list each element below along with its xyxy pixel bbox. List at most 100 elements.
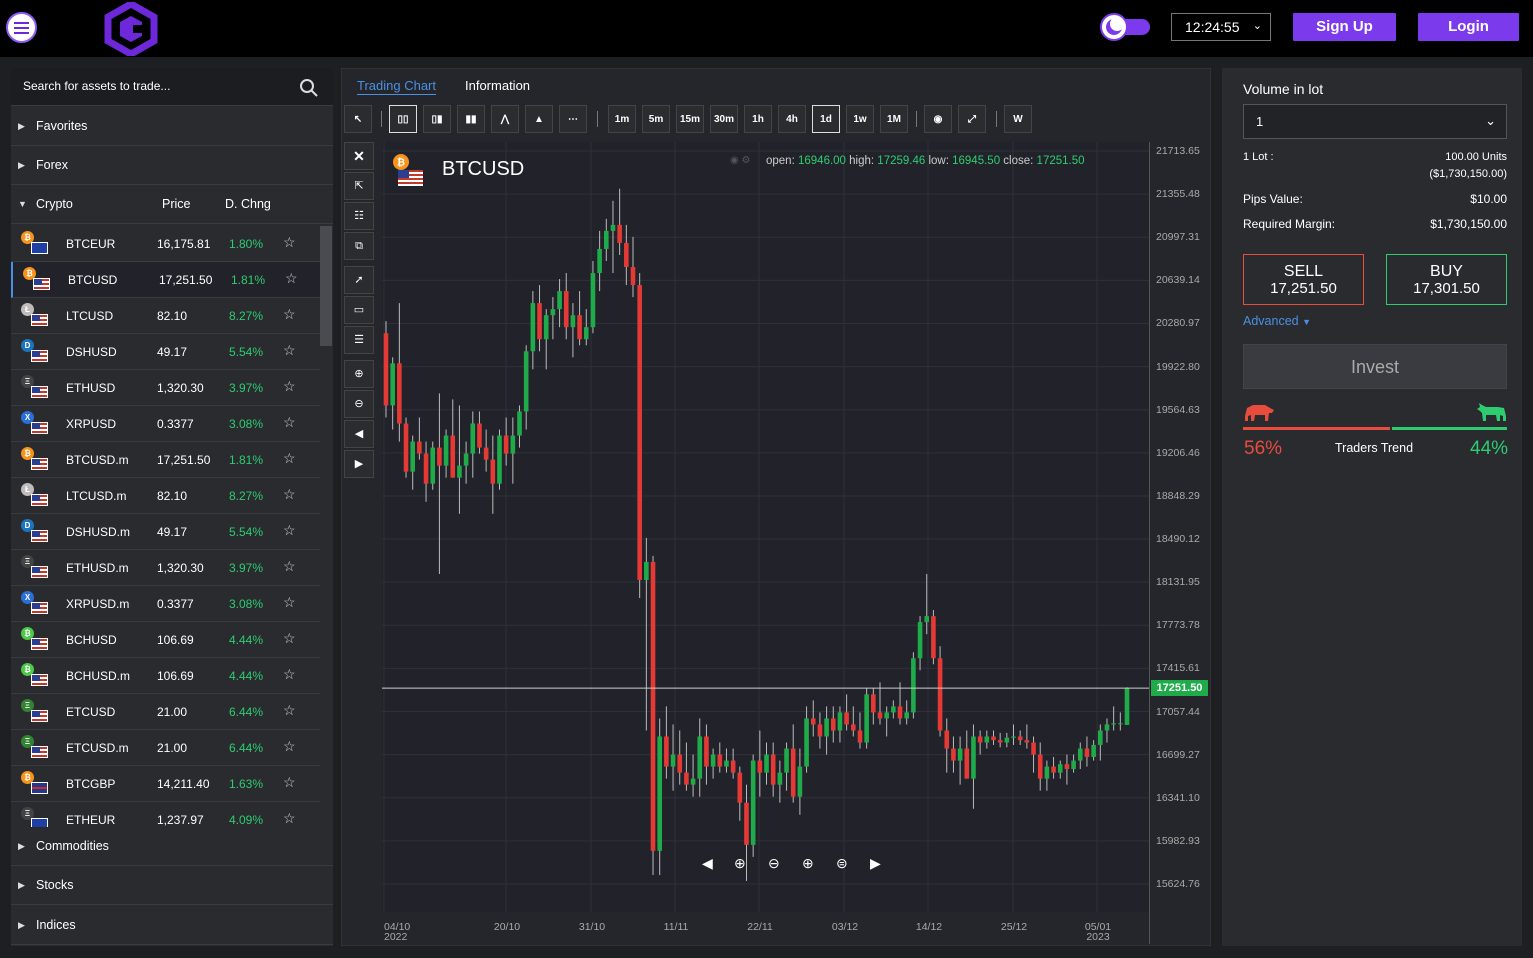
asset-row[interactable]: Ξ ETHEUR 1,237.97 4.09% ☆ <box>11 802 320 827</box>
asset-row[interactable]: D DSHUSD.m 49.17 5.54% ☆ <box>11 514 320 550</box>
close-icon[interactable]: ✕ <box>344 142 374 170</box>
login-button[interactable]: Login <box>1418 13 1519 41</box>
favorite-star-icon[interactable]: ☆ <box>285 270 298 286</box>
scrollbar[interactable] <box>320 226 332 346</box>
timeframe-1d[interactable]: 1d <box>812 105 840 133</box>
price-chart[interactable] <box>382 142 1149 912</box>
favorite-star-icon[interactable]: ☆ <box>283 342 296 358</box>
asset-row[interactable]: Ł LTCUSD 82.10 8.27% ☆ <box>11 298 320 334</box>
favorite-star-icon[interactable]: ☆ <box>283 486 296 502</box>
dots-chart-icon[interactable]: ⋯ <box>559 105 587 133</box>
zoom-in-icon[interactable]: ⊕ <box>734 855 746 871</box>
favorite-star-icon[interactable]: ☆ <box>283 666 296 682</box>
timeframe-4h[interactable]: 4h <box>778 105 806 133</box>
ohlc-bars-icon[interactable]: ▯▮ <box>423 105 451 133</box>
favorite-star-icon[interactable]: ☆ <box>283 702 296 718</box>
asset-row[interactable]: ₿ BTCUSD 17,251.50 1.81% ☆ <box>11 262 320 298</box>
asset-row[interactable]: ₿ BCHUSD 106.69 4.44% ☆ <box>11 622 320 658</box>
zoom-in-icon[interactable]: ⊕ <box>344 360 374 388</box>
dash-icon: D <box>21 519 49 545</box>
brand-logo[interactable] <box>104 2 158 56</box>
asset-row[interactable]: D DSHUSD 49.17 5.54% ☆ <box>11 334 320 370</box>
scroll-right-icon[interactable]: ▶ <box>870 855 881 871</box>
favorite-star-icon[interactable]: ☆ <box>283 234 296 250</box>
asset-row[interactable]: Ξ ETHUSD 1,320.30 3.97% ☆ <box>11 370 320 406</box>
volume-select[interactable]: 1 ⌄ <box>1243 104 1507 139</box>
zoom-in-icon[interactable]: ⊕ <box>802 855 814 871</box>
favorite-star-icon[interactable]: ☆ <box>283 378 296 394</box>
asset-row[interactable]: X XRPUSD 0.3377 3.08% ☆ <box>11 406 320 442</box>
timeframe-1m[interactable]: 1m <box>608 105 636 133</box>
asset-row[interactable]: Ξ ETCUSD.m 21.00 6.44% ☆ <box>11 730 320 766</box>
asset-row[interactable]: ₿ BCHUSD.m 106.69 4.44% ☆ <box>11 658 320 694</box>
favorite-star-icon[interactable]: ☆ <box>283 630 296 646</box>
hlc-bars-icon[interactable]: ▮▮ <box>457 105 485 133</box>
timeframe-30m[interactable]: 30m <box>710 105 738 133</box>
favorite-star-icon[interactable]: ☆ <box>283 450 296 466</box>
candlestick-chart-icon[interactable]: ▯▯ <box>389 105 417 133</box>
scroll-left-icon[interactable]: ◀ <box>702 855 713 871</box>
tab-information[interactable]: Information <box>465 78 531 93</box>
timeframe-15m[interactable]: 15m <box>676 105 704 133</box>
favorite-star-icon[interactable]: ☆ <box>283 414 296 430</box>
favorite-star-icon[interactable]: ☆ <box>283 774 296 790</box>
cursor-tool-icon[interactable]: ↖ <box>344 105 372 133</box>
price-axis[interactable]: 17251.50 21713.65 21355.48 20997.31 20639.1… <box>1149 142 1209 944</box>
asset-row[interactable]: X XRPUSD.m 0.3377 3.08% ☆ <box>11 586 320 622</box>
asset-row[interactable]: ₿ BTCGBP 14,211.40 1.63% ☆ <box>11 766 320 802</box>
timeframe-1M[interactable]: 1M <box>880 105 908 133</box>
search-icon[interactable] <box>299 78 319 98</box>
scroll-left-icon[interactable]: ◀ <box>344 420 374 448</box>
buy-button[interactable]: BUY 17,301.50 <box>1386 254 1507 305</box>
candle <box>397 303 402 442</box>
timeframe-1h[interactable]: 1h <box>744 105 772 133</box>
timeframe-1w[interactable]: 1w <box>846 105 874 133</box>
hamburger-menu-button[interactable] <box>6 12 37 43</box>
category-crypto[interactable]: ▼ Crypto Price D. Chng <box>11 185 333 224</box>
search-input[interactable] <box>23 79 283 93</box>
asset-row[interactable]: ₿ BTCUSD.m 17,251.50 1.81% ☆ <box>11 442 320 478</box>
tab-trading-chart[interactable]: Trading Chart <box>357 78 436 95</box>
advanced-toggle[interactable]: Advanced ▼ <box>1243 314 1311 328</box>
w-button[interactable]: W <box>1004 105 1032 133</box>
favorite-star-icon[interactable]: ☆ <box>283 558 296 574</box>
favorite-star-icon[interactable]: ☆ <box>283 594 296 610</box>
camera-icon[interactable]: ◉ <box>924 105 952 133</box>
clock-dropdown[interactable]: 12:24:55 ⌄ <box>1171 13 1271 41</box>
asset-row[interactable]: Ξ ETHUSD.m 1,320.30 3.97% ☆ <box>11 550 320 586</box>
category-indices[interactable]: ▶ Indices <box>11 906 333 945</box>
y-tick-label: 19564.63 <box>1156 403 1200 416</box>
fullscreen-icon[interactable]: ⤢ <box>958 105 986 133</box>
favorite-star-icon[interactable]: ☆ <box>283 810 296 826</box>
category-stocks[interactable]: ▶ Stocks <box>11 866 333 905</box>
sign-up-button[interactable]: Sign Up <box>1293 13 1396 41</box>
category-favorites[interactable]: ▶ Favorites <box>11 107 333 146</box>
line-chart-icon[interactable]: ⋀ <box>491 105 519 133</box>
y-tick-label: 19922.80 <box>1156 360 1200 373</box>
timeframe-5m[interactable]: 5m <box>642 105 670 133</box>
trend-line-icon[interactable]: ➚ <box>344 266 374 294</box>
asset-row[interactable]: Ł LTCUSD.m 82.10 8.27% ☆ <box>11 478 320 514</box>
asset-row[interactable]: Ξ ETCUSD 21.00 6.44% ☆ <box>11 694 320 730</box>
reset-zoom-icon[interactable]: ⊜ <box>836 855 848 871</box>
favorite-star-icon[interactable]: ☆ <box>283 522 296 538</box>
asset-change: 4.44% <box>229 669 264 683</box>
copy-icon[interactable]: ⧉ <box>344 232 374 260</box>
zoom-out-icon[interactable]: ⊖ <box>768 855 780 871</box>
sell-button[interactable]: SELL 17,251.50 <box>1243 254 1364 305</box>
delete-drawings-icon[interactable]: ☷ <box>344 202 374 230</box>
dark-mode-toggle[interactable] <box>1100 13 1150 41</box>
rectangle-icon[interactable]: ▭ <box>344 296 374 324</box>
category-commodities[interactable]: ▶ Commodities <box>11 827 333 866</box>
area-chart-icon[interactable]: ▲ <box>525 105 553 133</box>
invest-button[interactable]: Invest <box>1243 344 1507 389</box>
eye-icon[interactable]: ◉ ⚙ <box>730 155 751 166</box>
zoom-out-icon[interactable]: ⊖ <box>344 390 374 418</box>
scroll-right-icon[interactable]: ▶ <box>344 450 374 478</box>
select-icon[interactable]: ⇱ <box>344 172 374 200</box>
favorite-star-icon[interactable]: ☆ <box>283 738 296 754</box>
favorite-star-icon[interactable]: ☆ <box>283 306 296 322</box>
horizontal-lines-icon[interactable]: ☰ <box>344 326 374 354</box>
asset-row[interactable]: ₿ BTCEUR 16,175.81 1.80% ☆ <box>11 226 320 262</box>
category-forex[interactable]: ▶ Forex <box>11 146 333 185</box>
